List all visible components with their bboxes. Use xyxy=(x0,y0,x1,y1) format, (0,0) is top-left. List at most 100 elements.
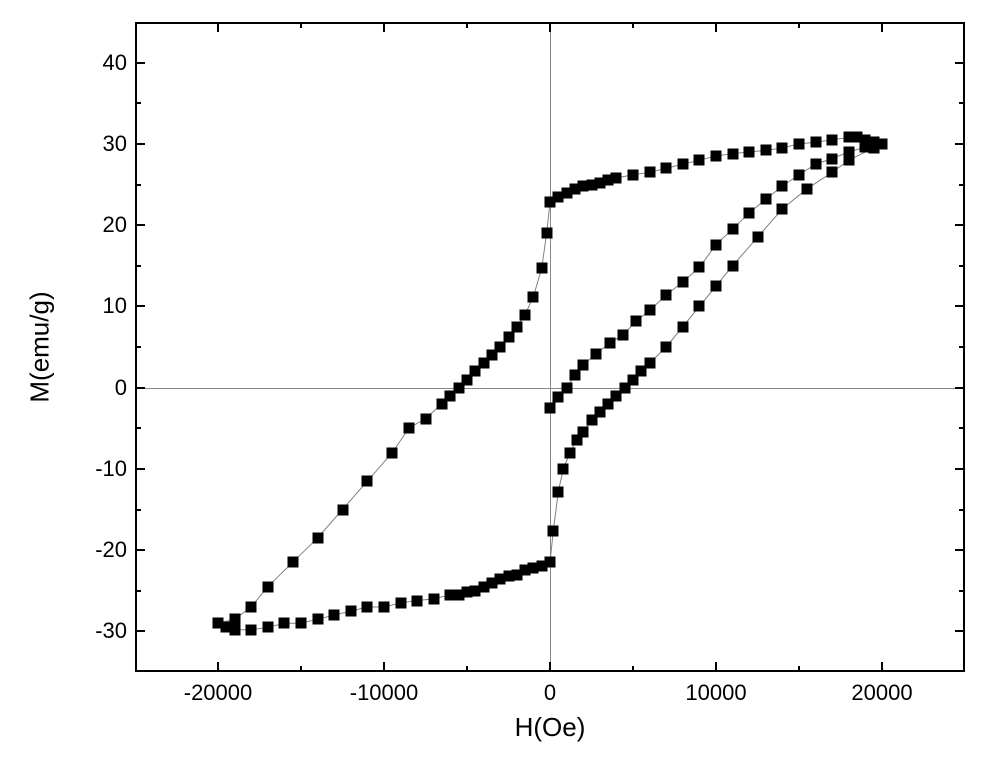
x-tick-label: 20000 xyxy=(851,680,912,706)
y-tick-major-right xyxy=(955,143,965,145)
x-tick-minor-top xyxy=(798,22,800,28)
y-tick-label: -30 xyxy=(87,618,127,644)
data-marker xyxy=(827,153,838,164)
y-tick-major-right xyxy=(955,387,965,389)
data-marker xyxy=(877,138,888,149)
data-marker xyxy=(312,532,323,543)
y-tick-major xyxy=(135,549,145,551)
data-marker xyxy=(777,142,788,153)
x-tick-minor xyxy=(466,666,468,672)
data-marker xyxy=(810,137,821,148)
data-marker xyxy=(777,203,788,214)
data-marker xyxy=(677,321,688,332)
y-tick-major xyxy=(135,387,145,389)
x-tick-label: -20000 xyxy=(184,680,253,706)
y-tick-major-right xyxy=(955,630,965,632)
data-marker xyxy=(564,447,575,458)
x-axis-title: H(Oe) xyxy=(515,712,586,743)
x-tick-major-top xyxy=(881,22,883,32)
x-tick-major-top xyxy=(549,22,551,32)
y-tick-minor-right xyxy=(959,590,965,592)
y-axis-title: M(emu/g) xyxy=(25,291,56,402)
data-marker xyxy=(287,557,298,568)
data-marker xyxy=(545,557,556,568)
data-marker xyxy=(428,593,439,604)
y-tick-label: -20 xyxy=(87,537,127,563)
data-marker xyxy=(578,359,589,370)
y-tick-minor-right xyxy=(959,184,965,186)
y-tick-label: 10 xyxy=(87,293,127,319)
x-tick-major xyxy=(881,662,883,672)
data-marker xyxy=(337,504,348,515)
y-tick-minor-right xyxy=(959,509,965,511)
x-tick-major-top xyxy=(715,22,717,32)
data-marker xyxy=(694,301,705,312)
data-marker xyxy=(561,382,572,393)
data-marker xyxy=(631,316,642,327)
data-marker xyxy=(541,228,552,239)
data-marker xyxy=(644,358,655,369)
data-marker xyxy=(345,606,356,617)
data-marker xyxy=(437,398,448,409)
data-marker xyxy=(246,624,257,635)
y-tick-major xyxy=(135,224,145,226)
y-tick-label: 30 xyxy=(87,131,127,157)
y-tick-major xyxy=(135,630,145,632)
y-tick-minor-right xyxy=(959,346,965,348)
data-marker xyxy=(618,329,629,340)
x-tick-label: 10000 xyxy=(685,680,746,706)
y-tick-major-right xyxy=(955,305,965,307)
y-tick-major xyxy=(135,305,145,307)
data-marker xyxy=(744,147,755,158)
data-marker xyxy=(777,181,788,192)
data-marker xyxy=(362,602,373,613)
data-marker xyxy=(558,463,569,474)
data-marker xyxy=(511,321,522,332)
data-marker xyxy=(591,348,602,359)
x-tick-label: 0 xyxy=(544,680,556,706)
data-marker xyxy=(661,290,672,301)
data-marker xyxy=(644,167,655,178)
y-tick-minor-right xyxy=(959,427,965,429)
y-tick-minor xyxy=(135,346,141,348)
data-marker xyxy=(727,260,738,271)
data-marker xyxy=(553,392,564,403)
data-marker xyxy=(810,159,821,170)
data-marker xyxy=(628,169,639,180)
data-marker xyxy=(760,194,771,205)
y-tick-minor xyxy=(135,590,141,592)
y-tick-minor xyxy=(135,184,141,186)
x-tick-major-top xyxy=(383,22,385,32)
x-tick-major xyxy=(715,662,717,672)
y-tick-major xyxy=(135,143,145,145)
x-tick-major xyxy=(217,662,219,672)
x-tick-minor-top xyxy=(632,22,634,28)
data-marker xyxy=(711,239,722,250)
data-marker xyxy=(711,151,722,162)
data-marker xyxy=(569,370,580,381)
data-marker xyxy=(843,155,854,166)
data-marker xyxy=(677,159,688,170)
y-tick-major-right xyxy=(955,468,965,470)
x-tick-label: -10000 xyxy=(350,680,419,706)
x-tick-major xyxy=(549,662,551,672)
data-marker xyxy=(536,263,547,274)
data-marker xyxy=(744,207,755,218)
y-tick-label: 20 xyxy=(87,212,127,238)
data-marker xyxy=(246,602,257,613)
y-tick-major-right xyxy=(955,224,965,226)
data-marker xyxy=(553,486,564,497)
y-tick-label: -10 xyxy=(87,456,127,482)
x-tick-minor-top xyxy=(300,22,302,28)
data-marker xyxy=(727,224,738,235)
data-marker xyxy=(395,597,406,608)
data-marker xyxy=(412,595,423,606)
data-marker xyxy=(711,281,722,292)
hysteresis-chart: -20000-1000001000020000-30-20-1001020304… xyxy=(0,0,1000,777)
data-marker xyxy=(752,232,763,243)
data-marker xyxy=(644,305,655,316)
y-tick-minor-right xyxy=(959,102,965,104)
data-marker xyxy=(548,525,559,536)
y-tick-minor xyxy=(135,427,141,429)
data-marker xyxy=(694,262,705,273)
